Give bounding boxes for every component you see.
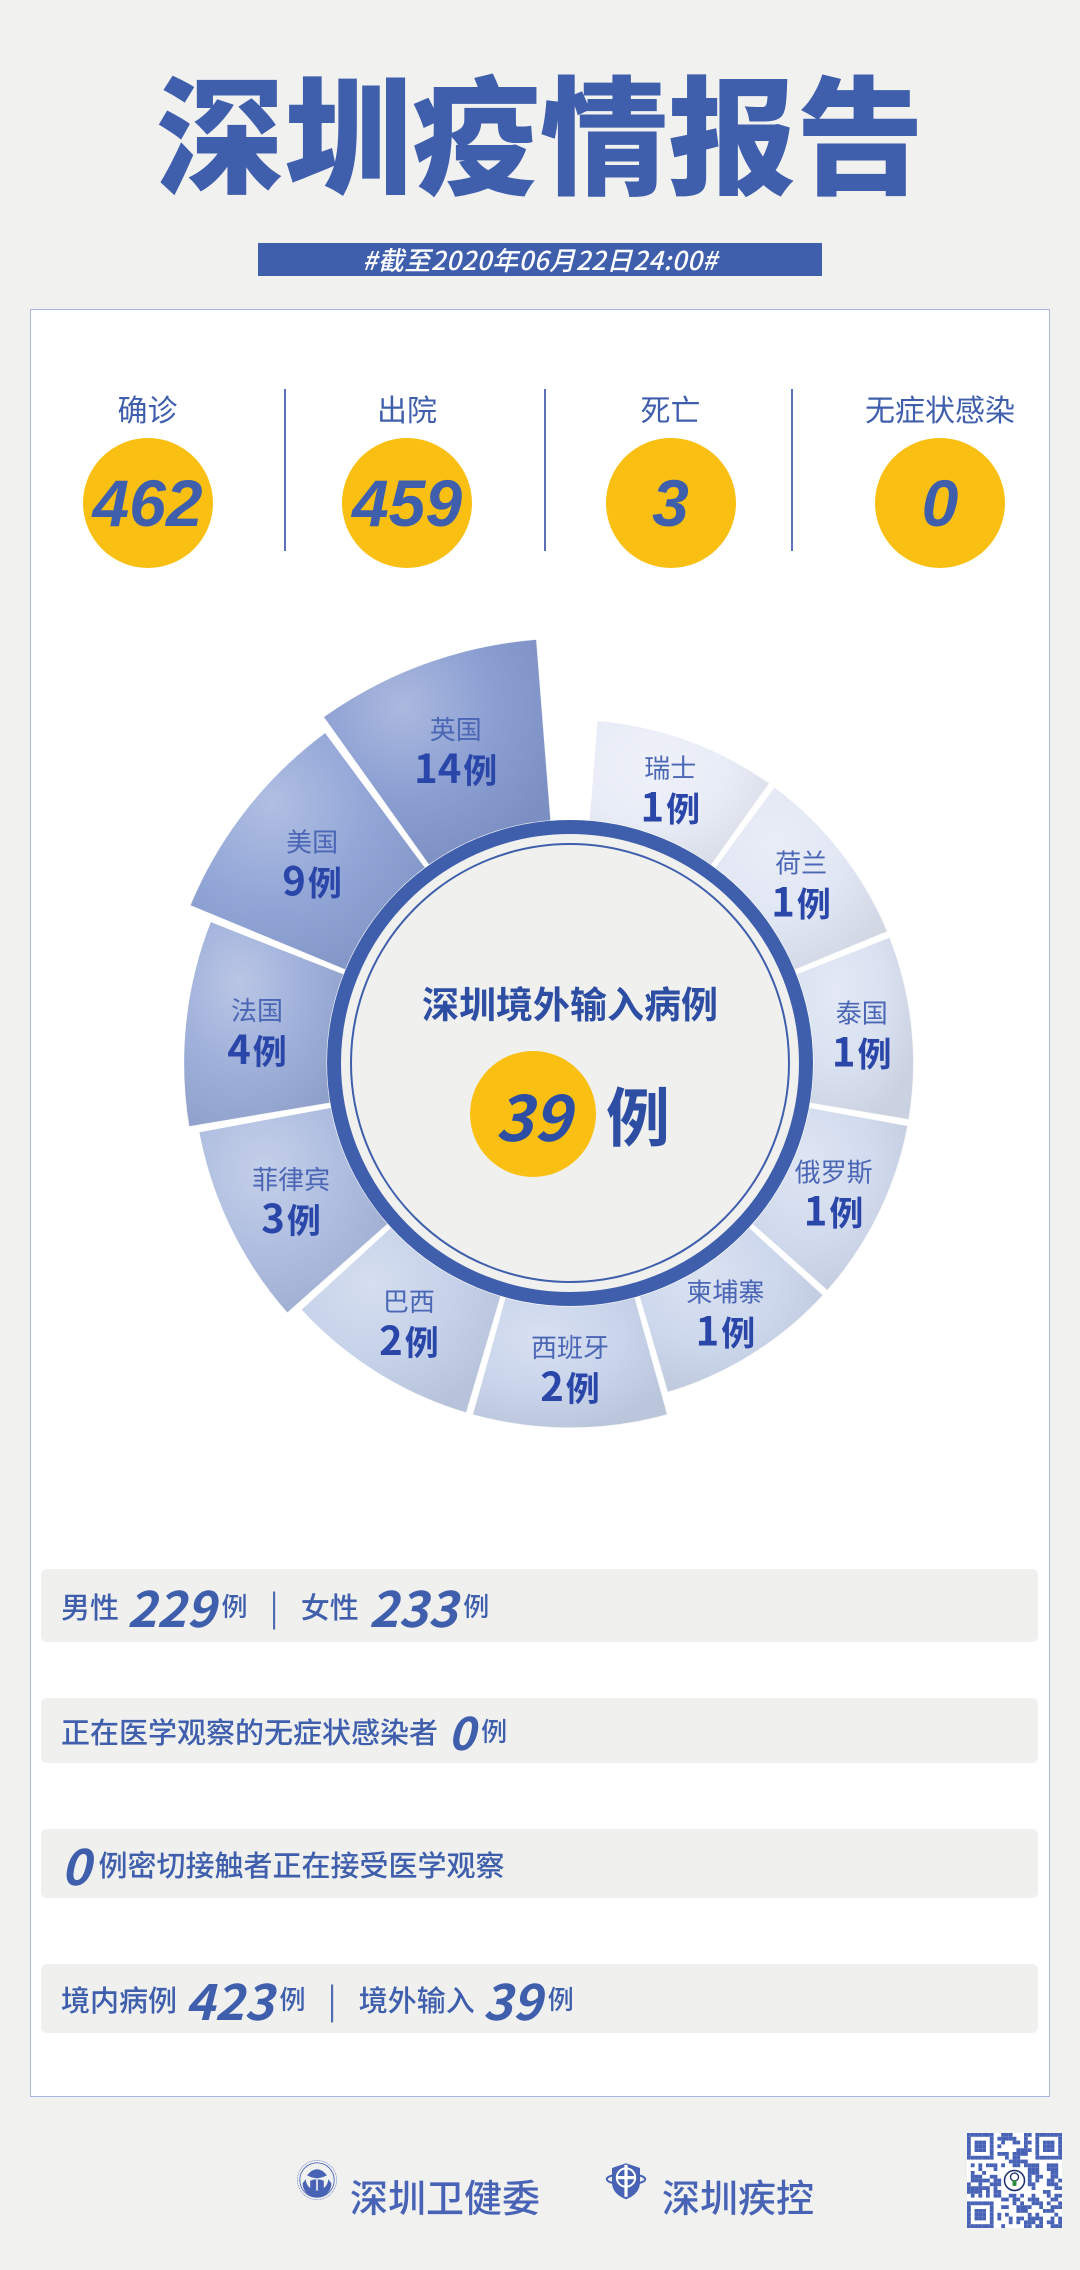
- svg-text:1例: 1例: [696, 1300, 756, 1358]
- svg-text:2例: 2例: [379, 1309, 439, 1367]
- svg-text:2例: 2例: [540, 1355, 600, 1413]
- svg-text:14例: 14例: [414, 737, 497, 795]
- svg-text:3例: 3例: [261, 1187, 321, 1245]
- svg-text:1例: 1例: [804, 1180, 864, 1238]
